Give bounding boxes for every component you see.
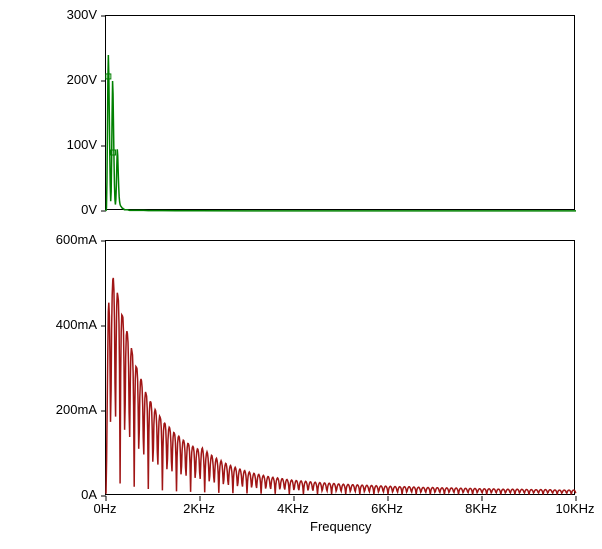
top_chart-y-tick-label: 100V bbox=[67, 137, 97, 152]
bottom_chart-x-tick-label: 2KHz bbox=[183, 501, 215, 516]
bottom_chart-y-tick-label: 200mA bbox=[56, 402, 97, 417]
bottom_chart-y-tick-label: 400mA bbox=[56, 317, 97, 332]
bottom_chart-x-axis-label: Frequency bbox=[310, 519, 371, 534]
bottom_chart-series-line bbox=[106, 278, 576, 495]
bottom_chart-x-tick-label: 0Hz bbox=[93, 501, 116, 516]
bottom_chart-x-tick-label: 8KHz bbox=[465, 501, 497, 516]
bottom_chart-x-tick-label: 4KHz bbox=[277, 501, 309, 516]
top_chart-y-tick-label: 0V bbox=[81, 202, 97, 217]
top_chart-plot-area bbox=[105, 15, 575, 210]
bottom_chart-plot-area bbox=[105, 240, 575, 495]
bottom_chart-y-tick-label: 600mA bbox=[56, 232, 97, 247]
top_chart-series-line bbox=[106, 55, 576, 211]
bottom_chart-x-tick-label: 10KHz bbox=[555, 501, 594, 516]
bottom_chart-y-tick-label: 0A bbox=[81, 487, 97, 502]
top_chart-y-tick-label: 200V bbox=[67, 72, 97, 87]
top_chart-y-tick-label: 300V bbox=[67, 7, 97, 22]
bottom_chart-x-tick-label: 6KHz bbox=[371, 501, 403, 516]
